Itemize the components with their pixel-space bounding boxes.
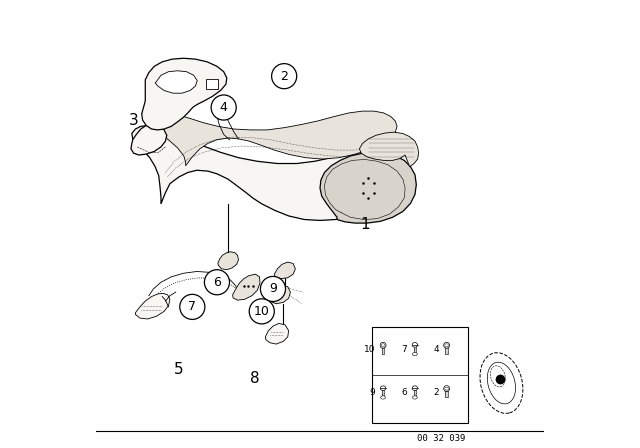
Polygon shape — [414, 389, 416, 397]
Text: 2: 2 — [433, 388, 439, 397]
Text: 5: 5 — [174, 362, 184, 377]
Text: 7: 7 — [188, 300, 196, 314]
Text: 3: 3 — [129, 113, 139, 129]
Text: 2: 2 — [280, 69, 288, 83]
Circle shape — [260, 276, 285, 302]
Text: 4: 4 — [220, 101, 228, 114]
Ellipse shape — [381, 396, 385, 399]
Polygon shape — [213, 98, 234, 115]
Text: 00 32 039: 00 32 039 — [417, 434, 465, 443]
Text: 4: 4 — [433, 345, 439, 354]
Ellipse shape — [444, 386, 450, 392]
Polygon shape — [218, 252, 239, 270]
Polygon shape — [132, 125, 410, 220]
Bar — [206, 79, 218, 89]
Ellipse shape — [412, 386, 417, 391]
Ellipse shape — [412, 353, 417, 356]
Text: 6: 6 — [401, 388, 407, 397]
Polygon shape — [141, 58, 227, 130]
Bar — [371, 327, 468, 423]
Polygon shape — [275, 262, 296, 279]
Text: 9: 9 — [370, 388, 376, 397]
Text: 10: 10 — [364, 345, 376, 354]
Circle shape — [180, 294, 205, 319]
Polygon shape — [382, 389, 384, 397]
Polygon shape — [266, 323, 289, 344]
Circle shape — [211, 95, 236, 120]
Ellipse shape — [380, 386, 386, 391]
Polygon shape — [136, 293, 170, 319]
Ellipse shape — [380, 342, 386, 348]
Polygon shape — [155, 71, 197, 93]
Polygon shape — [414, 345, 416, 354]
Text: 9: 9 — [269, 282, 277, 296]
Polygon shape — [269, 285, 291, 304]
Circle shape — [271, 64, 297, 89]
Polygon shape — [360, 132, 419, 167]
Ellipse shape — [444, 342, 450, 348]
Ellipse shape — [412, 343, 417, 347]
Polygon shape — [131, 125, 167, 155]
Circle shape — [204, 270, 230, 295]
Polygon shape — [382, 345, 384, 354]
Text: 6: 6 — [213, 276, 221, 289]
Ellipse shape — [412, 396, 417, 399]
Text: 10: 10 — [254, 305, 269, 318]
Polygon shape — [157, 111, 397, 166]
Circle shape — [249, 299, 275, 324]
Polygon shape — [320, 152, 417, 223]
Text: 8: 8 — [250, 371, 260, 386]
Text: 1: 1 — [360, 216, 370, 232]
Polygon shape — [445, 345, 448, 354]
Text: 7: 7 — [401, 345, 407, 354]
Polygon shape — [233, 274, 260, 300]
Polygon shape — [445, 388, 448, 397]
